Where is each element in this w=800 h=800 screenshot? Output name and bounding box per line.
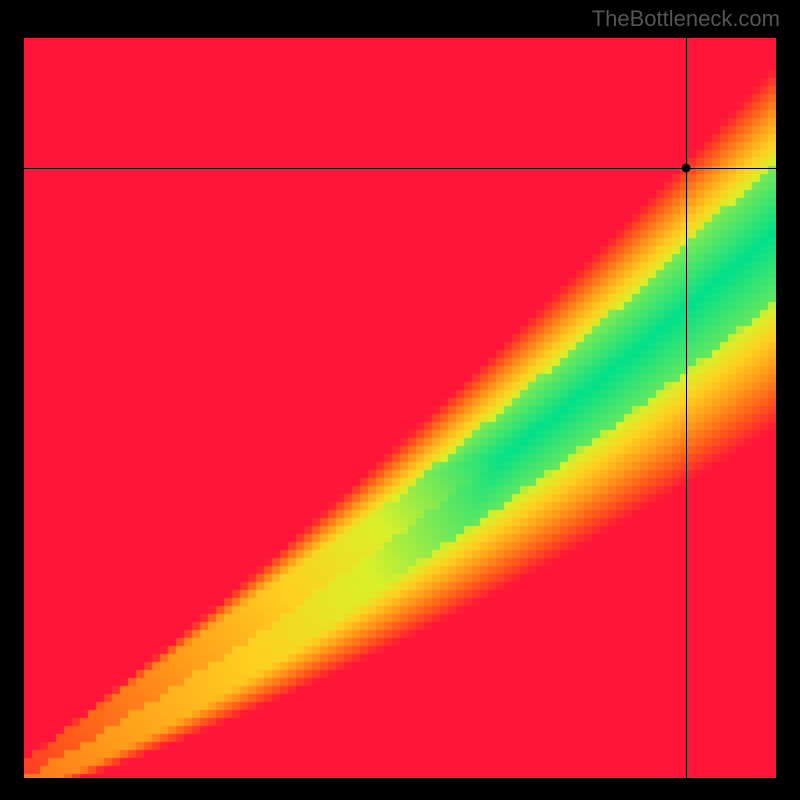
heatmap-canvas [24,38,776,778]
crosshair-horizontal [24,168,776,169]
crosshair-vertical [686,38,687,778]
marker-dot [681,163,690,172]
watermark-text: TheBottleneck.com [592,6,780,32]
heatmap-plot [24,38,776,778]
